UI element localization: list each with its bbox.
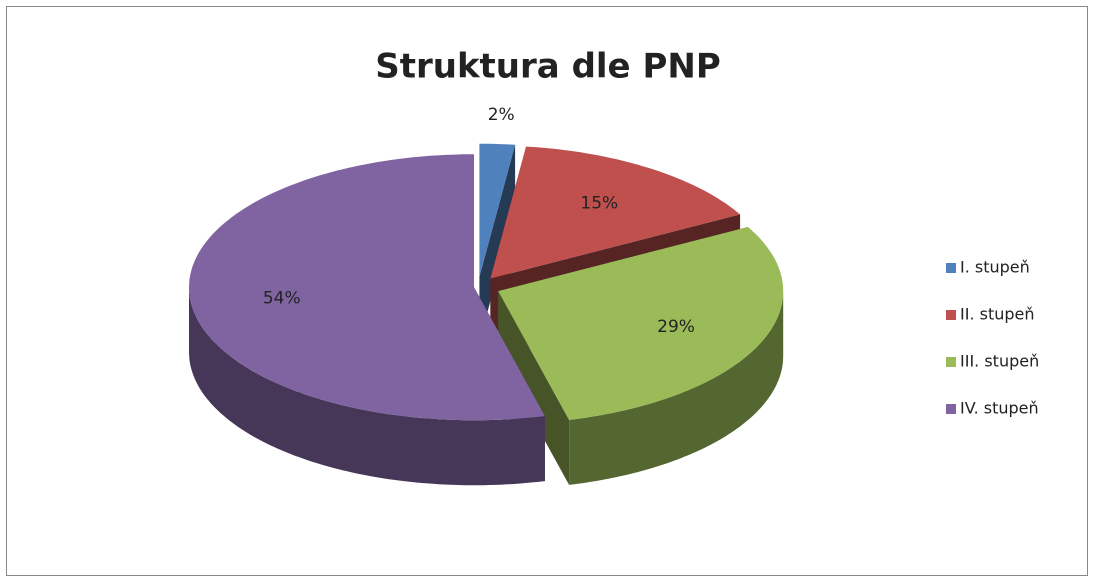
slice-side	[569, 291, 784, 485]
legend-label: IV. stupeň	[960, 399, 1039, 418]
legend-label: III. stupeň	[960, 352, 1039, 371]
slice-side	[498, 291, 570, 485]
slice-side	[189, 287, 545, 486]
slice	[479, 143, 516, 277]
legend-label: II. stupeň	[960, 305, 1035, 324]
data-label: 54%	[263, 289, 301, 309]
slice	[490, 146, 741, 279]
data-label: 29%	[657, 317, 695, 337]
data-label: 15%	[580, 194, 618, 214]
slice	[189, 154, 545, 421]
legend-swatch	[946, 310, 956, 320]
legend-swatch	[946, 263, 956, 273]
legend-swatch	[946, 404, 956, 414]
legend-swatch	[946, 357, 956, 367]
slice	[498, 227, 784, 420]
slice-side	[479, 144, 516, 342]
data-label: 2%	[488, 105, 515, 125]
legend-label: I. stupeň	[960, 258, 1030, 277]
chart-title: Struktura dle PNP	[375, 47, 721, 87]
